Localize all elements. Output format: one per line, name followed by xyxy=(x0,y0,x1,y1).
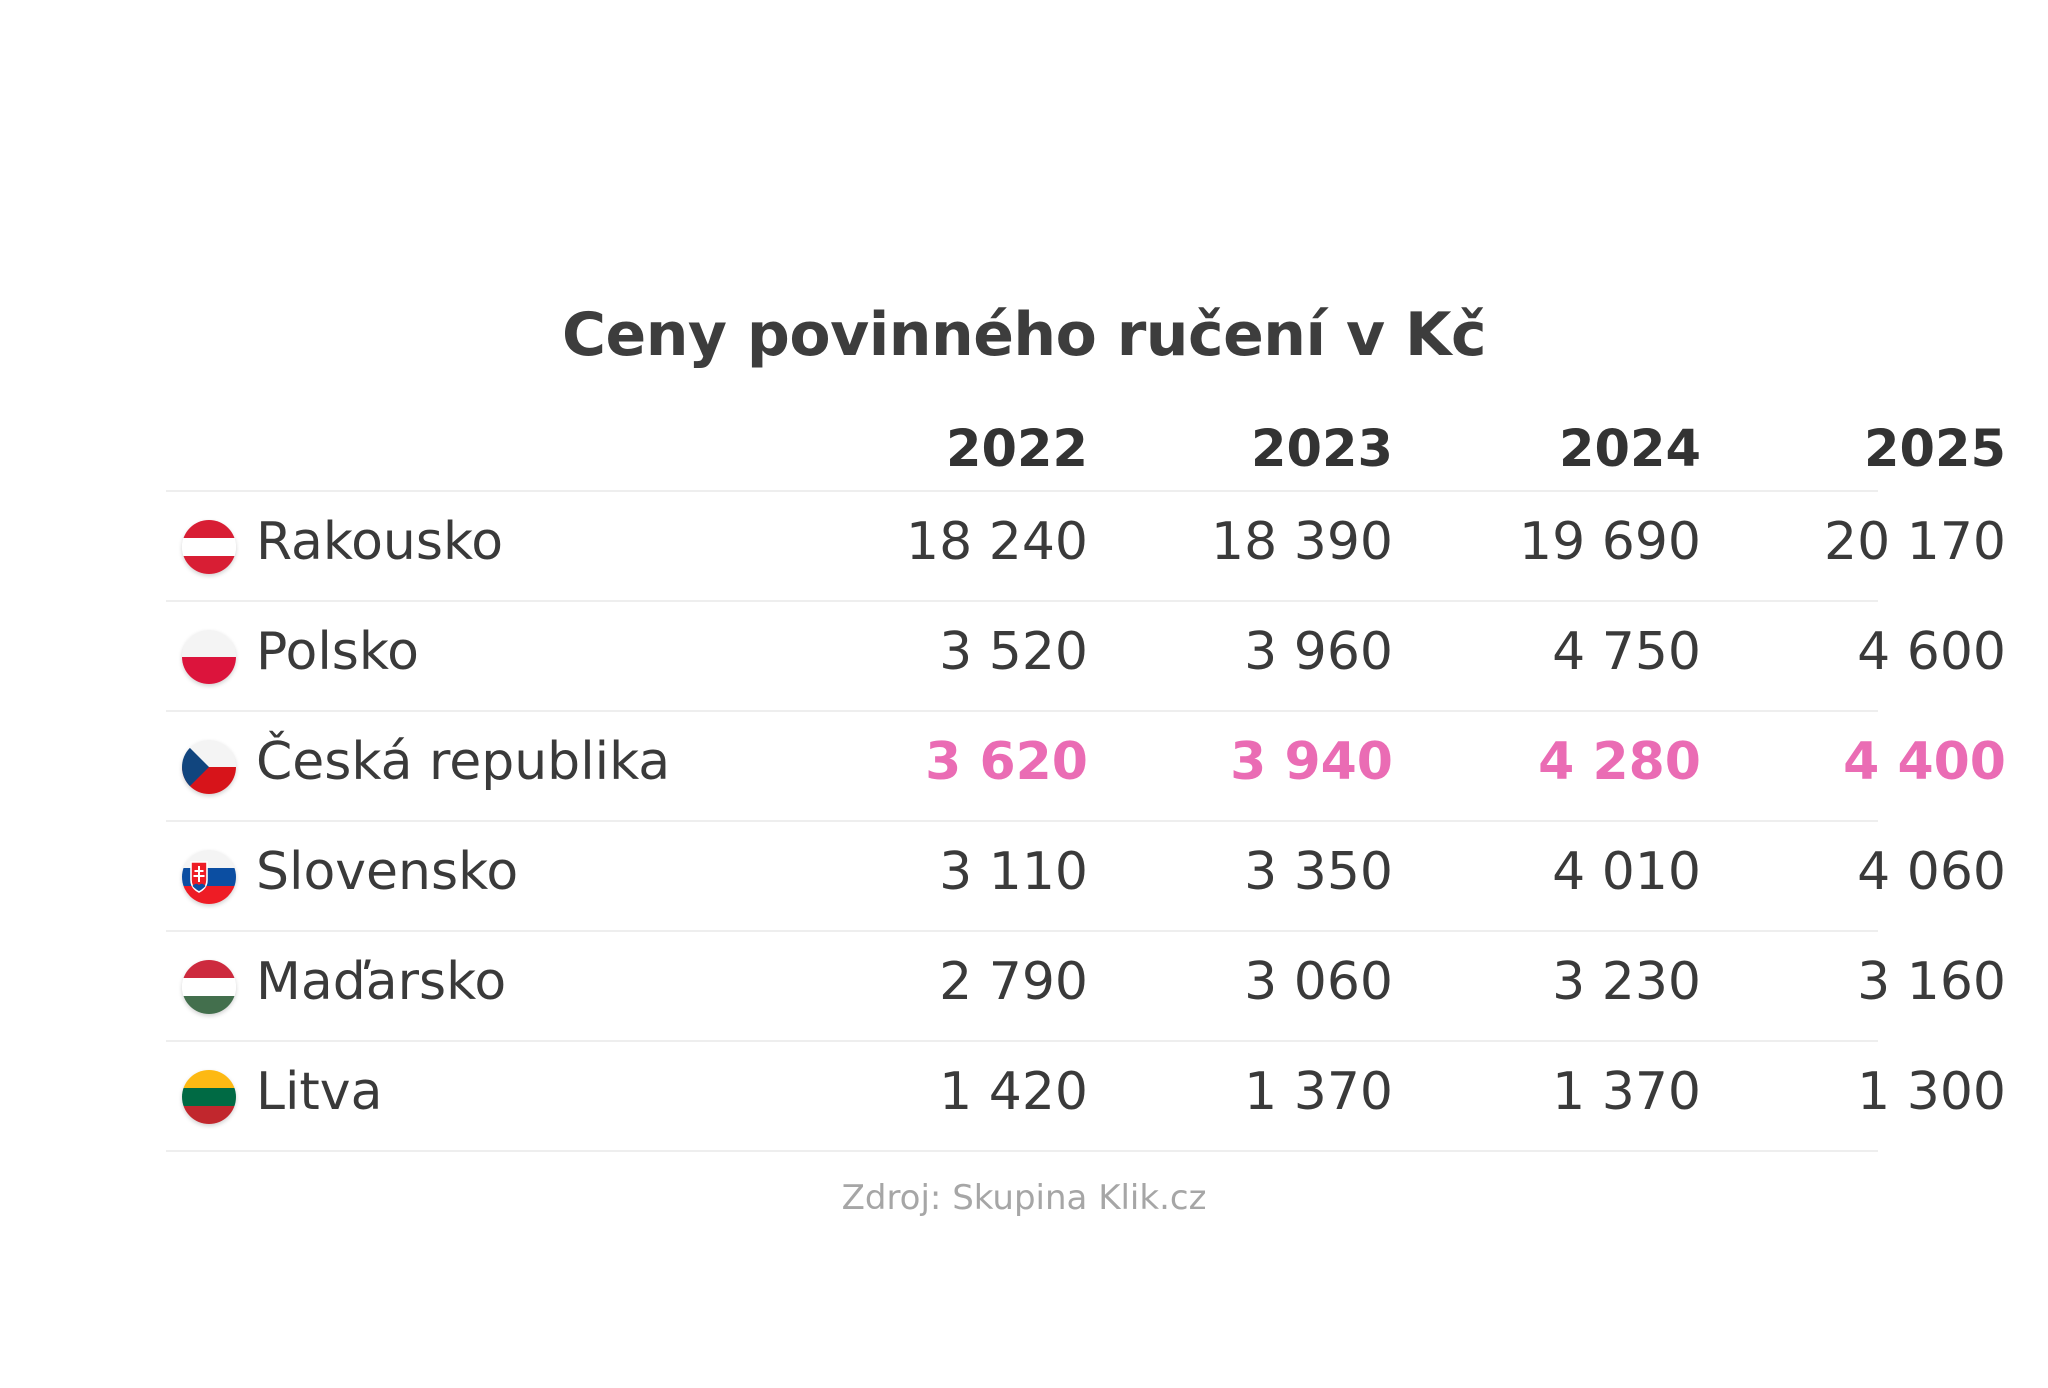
austria-flag-icon xyxy=(182,520,236,574)
price-table: 2022 2023 2024 2025 Rakousko 18 240 18 3… xyxy=(166,410,2006,1152)
country-label: Rakousko xyxy=(256,512,504,572)
value-cell: 3 060 xyxy=(1244,952,1393,1012)
value-cell-highlight: 3 620 xyxy=(925,732,1088,792)
table-row-highlighted: Česká republika 3 620 3 940 4 280 4 400 xyxy=(166,712,2006,822)
value-cell: 1 370 xyxy=(1552,1062,1701,1122)
slovakia-flag-icon xyxy=(182,850,236,904)
lithuania-flag-icon xyxy=(182,1070,236,1124)
value-cell: 3 160 xyxy=(1857,952,2006,1012)
table-row: Polsko 3 520 3 960 4 750 4 600 xyxy=(166,602,2006,712)
value-cell: 1 370 xyxy=(1244,1062,1393,1122)
country-label: Polsko xyxy=(256,622,419,682)
column-header-2025: 2025 xyxy=(1864,420,2006,479)
value-cell: 3 960 xyxy=(1244,622,1393,682)
column-header-2023: 2023 xyxy=(1251,420,1393,479)
table-row: Slovensko 3 110 3 350 4 010 4 060 xyxy=(166,822,2006,932)
column-header-2022: 2022 xyxy=(946,420,1088,479)
value-cell: 4 060 xyxy=(1857,842,2006,902)
table-row: Litva 1 420 1 370 1 370 1 300 xyxy=(166,1042,2006,1152)
table-row: Rakousko 18 240 18 390 19 690 20 170 xyxy=(166,492,2006,602)
value-cell: 3 110 xyxy=(939,842,1088,902)
poland-flag-icon xyxy=(182,630,236,684)
value-cell: 4 010 xyxy=(1552,842,1701,902)
value-cell: 20 170 xyxy=(1824,512,2006,572)
country-label: Slovensko xyxy=(256,842,519,902)
table-row: Maďarsko 2 790 3 060 3 230 3 160 xyxy=(166,932,2006,1042)
column-header-2024: 2024 xyxy=(1559,420,1701,479)
value-cell: 19 690 xyxy=(1519,512,1701,572)
country-label: Česká republika xyxy=(256,732,671,792)
value-cell: 3 230 xyxy=(1552,952,1701,1012)
value-cell-highlight: 4 400 xyxy=(1843,732,2006,792)
hungary-flag-icon xyxy=(182,960,236,1014)
value-cell: 1 300 xyxy=(1857,1062,2006,1122)
value-cell-highlight: 3 940 xyxy=(1230,732,1393,792)
value-cell: 18 240 xyxy=(906,512,1088,572)
value-cell: 4 750 xyxy=(1552,622,1701,682)
source-note: Zdroj: Skupina Klik.cz xyxy=(841,1178,1207,1218)
chart-title: Ceny povinného ručení v Kč xyxy=(561,300,1487,370)
country-label: Maďarsko xyxy=(256,952,507,1012)
value-cell: 4 600 xyxy=(1857,622,2006,682)
value-cell: 3 350 xyxy=(1244,842,1393,902)
czech-flag-icon xyxy=(182,740,236,794)
value-cell-highlight: 4 280 xyxy=(1538,732,1701,792)
value-cell: 3 520 xyxy=(939,622,1088,682)
value-cell: 2 790 xyxy=(939,952,1088,1012)
value-cell: 1 420 xyxy=(939,1062,1088,1122)
value-cell: 18 390 xyxy=(1211,512,1393,572)
table-header-row: 2022 2023 2024 2025 xyxy=(166,410,2006,492)
country-label: Litva xyxy=(256,1062,383,1122)
